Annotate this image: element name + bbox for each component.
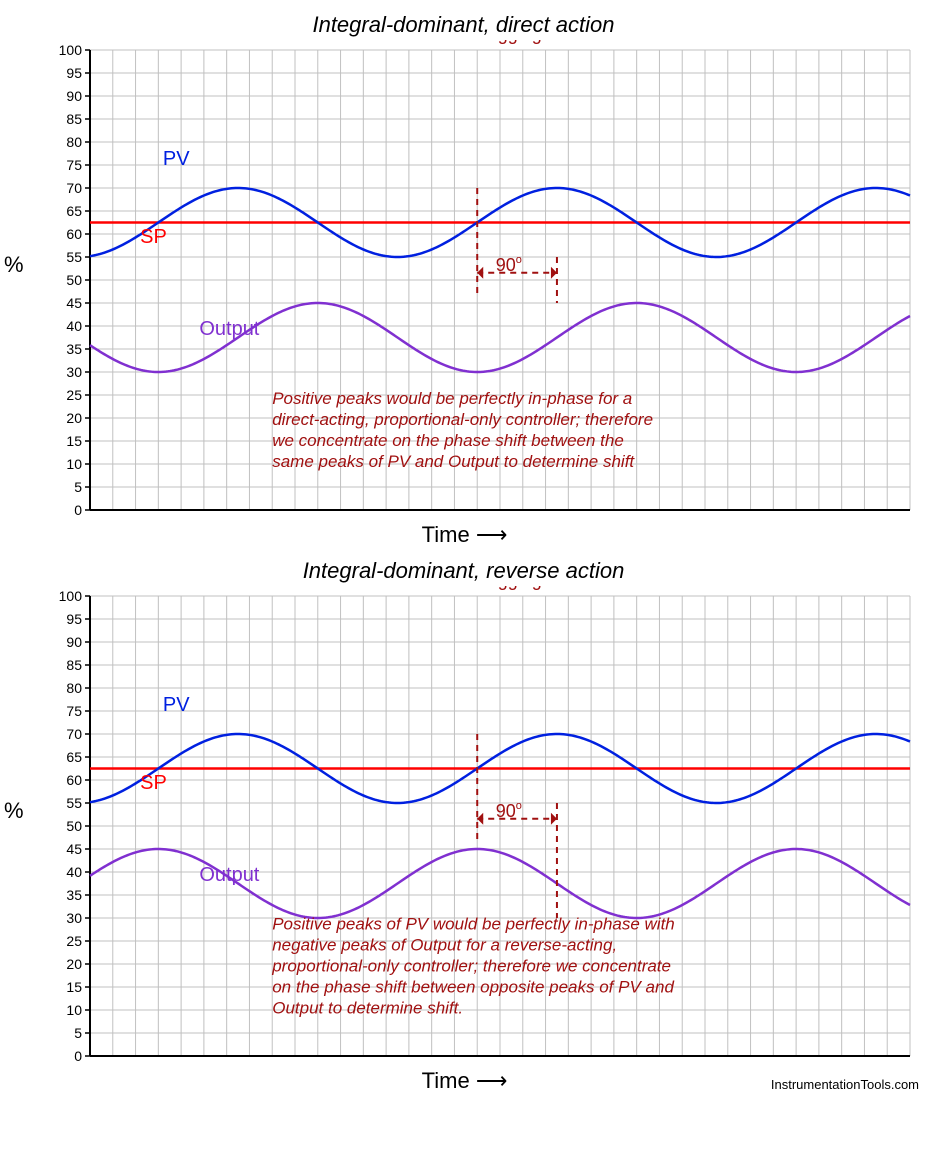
svg-text:20: 20 [66, 410, 82, 426]
svg-text:80: 80 [66, 134, 82, 150]
svg-text:on the phase shift between opp: on the phase shift between opposite peak… [272, 978, 674, 997]
svg-text:lagging: lagging [484, 586, 542, 590]
svg-text:25: 25 [66, 387, 82, 403]
svg-text:we concentrate on the phase sh: we concentrate on the phase shift betwee… [272, 431, 624, 450]
svg-text:10: 10 [66, 1002, 82, 1018]
svg-text:85: 85 [66, 111, 82, 127]
chart-reverse: 0 5 10 15 20 25 30 35 40 45 50 55 60 65 70 75 80 85 90 95 10… [50, 586, 927, 1066]
svg-text:100: 100 [59, 588, 83, 604]
svg-text:50: 50 [66, 818, 82, 834]
svg-text:20: 20 [66, 956, 82, 972]
svg-text:100: 100 [59, 42, 83, 58]
svg-text:45: 45 [66, 841, 82, 857]
svg-text:60: 60 [66, 772, 82, 788]
svg-text:40: 40 [66, 318, 82, 334]
svg-text:PV: PV [163, 694, 190, 716]
chart-direct: 0 5 10 15 20 25 30 35 40 45 50 55 60 65 70 75 80 85 90 95 10… [50, 40, 927, 520]
svg-text:90: 90 [66, 88, 82, 104]
svg-text:10: 10 [66, 456, 82, 472]
svg-text:30: 30 [66, 910, 82, 926]
svg-text:95: 95 [66, 65, 82, 81]
svg-text:SP: SP [140, 226, 167, 248]
svg-text:5: 5 [74, 1025, 82, 1041]
svg-text:90o: 90o [496, 254, 522, 275]
svg-text:negative peaks of Output for a: negative peaks of Output for a reverse-a… [272, 936, 617, 955]
arrow-icon: ⟶ [476, 1068, 506, 1093]
chart-svg-reverse: 0 5 10 15 20 25 30 35 40 45 50 55 60 65 70 75 80 85 90 95 10… [50, 586, 920, 1066]
svg-text:SP: SP [140, 772, 167, 794]
svg-text:50: 50 [66, 272, 82, 288]
svg-text:proportional-only controller;: proportional-only controller; therefore … [271, 957, 671, 976]
svg-text:Output to determine shift.: Output to determine shift. [272, 999, 463, 1018]
svg-text:Output: Output [199, 318, 259, 340]
svg-text:5: 5 [74, 479, 82, 495]
x-axis-label: Time ⟶ [0, 522, 927, 548]
svg-text:Positive peaks would be perfec: Positive peaks would be perfectly in-pha… [272, 389, 632, 408]
svg-text:85: 85 [66, 657, 82, 673]
x-axis-text: Time [422, 522, 470, 547]
svg-text:25: 25 [66, 933, 82, 949]
svg-text:90: 90 [66, 634, 82, 650]
svg-text:0: 0 [74, 502, 82, 518]
svg-text:70: 70 [66, 726, 82, 742]
svg-text:90o: 90o [496, 800, 522, 821]
svg-text:75: 75 [66, 157, 82, 173]
svg-text:80: 80 [66, 680, 82, 696]
y-axis-label: % [4, 798, 24, 824]
svg-text:65: 65 [66, 749, 82, 765]
svg-text:95: 95 [66, 611, 82, 627]
svg-text:40: 40 [66, 864, 82, 880]
svg-text:35: 35 [66, 887, 82, 903]
svg-text:30: 30 [66, 364, 82, 380]
panel-title-direct: Integral-dominant, direct action [0, 12, 927, 38]
arrow-icon: ⟶ [476, 522, 506, 547]
svg-text:35: 35 [66, 341, 82, 357]
svg-text:0: 0 [74, 1048, 82, 1064]
svg-text:45: 45 [66, 295, 82, 311]
panel-direct: Integral-dominant, direct action % 0 5 10 1… [0, 12, 927, 548]
svg-text:lagging: lagging [484, 40, 542, 44]
svg-text:55: 55 [66, 249, 82, 265]
svg-text:direct-acting, proportional-on: direct-acting, proportional-only control… [272, 410, 653, 429]
y-axis-label: % [4, 252, 24, 278]
x-axis-text: Time [422, 1068, 470, 1093]
panel-title-reverse: Integral-dominant, reverse action [0, 558, 927, 584]
svg-text:Output: Output [199, 864, 259, 886]
svg-text:PV: PV [163, 148, 190, 170]
svg-text:15: 15 [66, 979, 82, 995]
svg-text:60: 60 [66, 226, 82, 242]
svg-text:65: 65 [66, 203, 82, 219]
svg-text:same peaks of PV and Output to: same peaks of PV and Output to determine… [272, 452, 635, 471]
svg-text:55: 55 [66, 795, 82, 811]
svg-text:15: 15 [66, 433, 82, 449]
svg-text:75: 75 [66, 703, 82, 719]
chart-svg-direct: 0 5 10 15 20 25 30 35 40 45 50 55 60 65 70 75 80 85 90 95 10… [50, 40, 920, 520]
credit-text: InstrumentationTools.com [771, 1077, 919, 1092]
svg-text:70: 70 [66, 180, 82, 196]
panel-reverse: Integral-dominant, reverse action % 0 5 10… [0, 558, 927, 1094]
svg-text:Positive peaks of PV would be: Positive peaks of PV would be perfectly … [272, 915, 675, 934]
